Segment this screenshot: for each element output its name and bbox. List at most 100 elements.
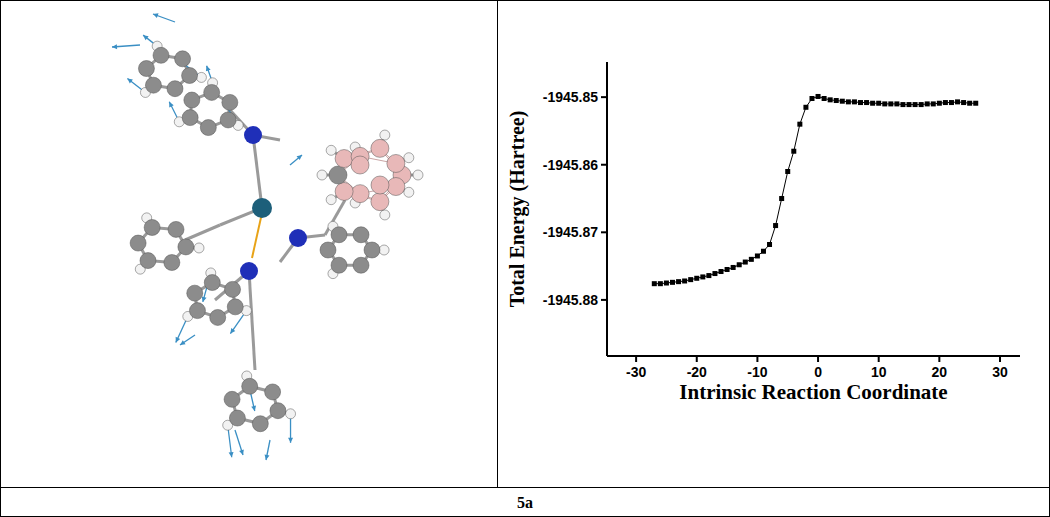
atom (353, 257, 369, 273)
vector (153, 14, 175, 22)
energy-point (822, 96, 827, 101)
energy-point (682, 278, 687, 283)
energy-point (809, 96, 814, 101)
vector-head (112, 44, 117, 49)
atom (168, 221, 184, 237)
atom (326, 195, 336, 205)
x-tick (756, 356, 758, 362)
atom (331, 227, 347, 243)
energy-point (900, 102, 905, 107)
energy-point (785, 169, 790, 174)
atom-n (289, 229, 307, 247)
energy-point (834, 98, 839, 103)
energy-point (700, 274, 705, 279)
energy-point (973, 101, 978, 106)
x-tick (878, 356, 880, 362)
energy-point (664, 281, 669, 286)
vector-head (297, 155, 302, 160)
energy-point (925, 101, 930, 106)
atom (182, 67, 198, 83)
atom (184, 92, 200, 108)
x-tick-label: 20 (932, 364, 948, 380)
bond (185, 225, 220, 240)
vector (180, 335, 195, 345)
y-tick (601, 96, 607, 98)
atom (167, 81, 183, 97)
vector-head (153, 13, 159, 18)
atom (353, 227, 369, 243)
atom (189, 303, 205, 319)
atom (329, 166, 347, 184)
energy-point (712, 271, 717, 276)
atom (225, 281, 241, 297)
atom-n (240, 262, 258, 280)
energy-point (931, 101, 936, 106)
energy-point (852, 99, 857, 104)
energy-point (791, 149, 796, 154)
atom-pd (252, 198, 272, 218)
energy-point (907, 102, 912, 107)
atom (144, 219, 160, 235)
y-tick-label: -1945.88 (543, 292, 598, 308)
energy-point (773, 223, 778, 228)
energy-point (961, 100, 966, 105)
energy-point (803, 105, 808, 110)
energy-point (779, 196, 784, 201)
energy-point (731, 265, 736, 270)
atom (200, 120, 216, 136)
vector-head (169, 102, 173, 108)
atom (371, 193, 389, 211)
atom (380, 210, 390, 220)
atom (413, 170, 423, 180)
energy-point (725, 267, 730, 272)
vector-head (176, 337, 181, 343)
energy-point (858, 100, 863, 105)
vector-head (288, 438, 293, 443)
x-tick (817, 356, 819, 362)
atom (210, 309, 226, 325)
vector-head (251, 406, 256, 411)
energy-point (894, 101, 899, 106)
atom (164, 255, 180, 271)
atom (364, 242, 380, 258)
atom (227, 299, 243, 315)
atom (196, 72, 206, 82)
molecule-structure (112, 13, 423, 460)
energy-point (658, 281, 663, 286)
cell-divider (497, 0, 498, 488)
atom (224, 391, 240, 407)
energy-point (949, 100, 954, 105)
energy-point (882, 101, 887, 106)
irc-chart: -30-20-100102030-1945.85-1945.86-1945.87… (506, 62, 1020, 404)
atom (270, 403, 286, 419)
atom-n (244, 126, 262, 144)
atom (145, 77, 161, 93)
atom (252, 416, 268, 432)
atom (404, 153, 414, 163)
atom (187, 285, 203, 301)
energy-point (919, 102, 924, 107)
x-tick-label: 10 (871, 364, 887, 380)
y-tick-label: -1945.85 (543, 89, 598, 105)
atom (204, 84, 220, 100)
energy-point (737, 262, 742, 267)
bond (249, 271, 255, 370)
figure: -30-20-100102030-1945.85-1945.86-1945.87… (0, 0, 1050, 517)
bonds (138, 46, 418, 425)
energy-point (913, 102, 918, 107)
x-tick-label: 30 (992, 364, 1008, 380)
energy-point (967, 101, 972, 106)
energy-point (846, 99, 851, 104)
energy-point (755, 253, 760, 258)
vector-head (143, 35, 148, 40)
x-tick (938, 356, 940, 362)
energy-point (828, 97, 833, 102)
bond (253, 135, 262, 208)
energy-point (767, 242, 772, 247)
y-tick (601, 299, 607, 301)
atom (379, 245, 389, 255)
energy-point (797, 122, 802, 127)
vector (290, 155, 302, 165)
atom (387, 154, 405, 172)
frame-border (1, 1, 1050, 517)
